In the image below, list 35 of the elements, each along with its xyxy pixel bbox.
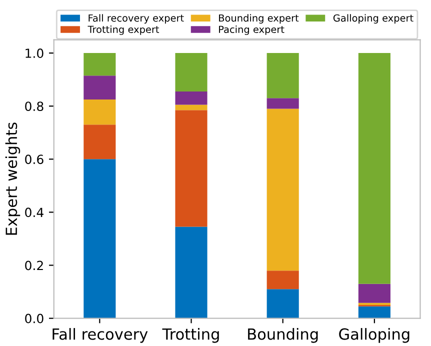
bar xyxy=(84,124,116,160)
bar xyxy=(84,53,116,76)
bar xyxy=(175,92,208,105)
legend-label: Galloping expert xyxy=(333,14,414,24)
bar xyxy=(358,284,390,303)
x-tick-label: Galloping xyxy=(339,328,410,343)
legend-label: Pacing expert xyxy=(219,26,284,35)
bar xyxy=(266,53,299,98)
legend-label: Trotting expert xyxy=(88,26,160,35)
bar xyxy=(175,226,208,318)
legend-label: Fall recovery expert xyxy=(88,14,184,24)
bar xyxy=(358,53,390,284)
y-axis-title: Expert weights xyxy=(5,122,20,235)
bar xyxy=(358,302,390,306)
x-tick-label: Bounding xyxy=(248,328,318,343)
bar xyxy=(266,289,299,318)
y-tick-label: 0.8 xyxy=(25,102,44,112)
y-tick-label: 0.6 xyxy=(25,154,44,164)
bar xyxy=(266,98,299,109)
y-tick-label: 0.4 xyxy=(25,208,44,218)
y-tick-label: 0.2 xyxy=(25,260,43,270)
bar xyxy=(358,306,390,318)
bar xyxy=(175,104,208,110)
bar xyxy=(84,76,116,100)
x-tick-label: Trotting xyxy=(162,328,219,343)
bar xyxy=(84,99,116,125)
bar xyxy=(266,270,299,290)
y-tick-label: 1.0 xyxy=(26,48,44,58)
bar xyxy=(266,108,299,271)
x-tick-label: Fall recovery xyxy=(52,328,148,343)
bar xyxy=(84,159,116,318)
bar xyxy=(175,110,208,227)
legend-label: Bounding expert xyxy=(219,14,299,24)
y-tick-label: 0.0 xyxy=(25,314,44,324)
bar xyxy=(175,53,208,92)
